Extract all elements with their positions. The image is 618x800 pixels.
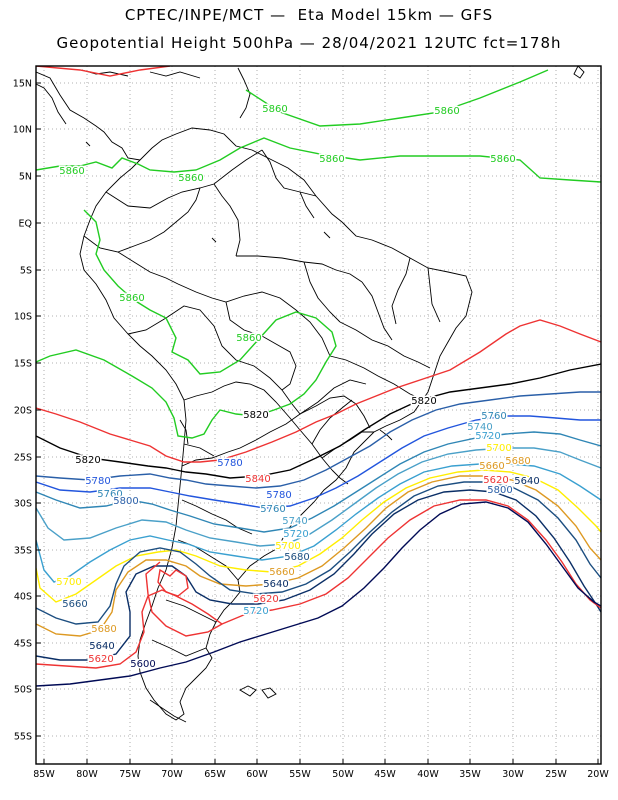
coastline-and-borders [36, 66, 585, 723]
contour-label-5820: 5820 [411, 396, 436, 407]
contour-label-5860: 5860 [490, 154, 515, 165]
lat-label: 5N [19, 172, 32, 183]
contour-5740 [36, 447, 601, 547]
contour-label-5620: 5620 [88, 654, 113, 665]
contour-5840-main [36, 319, 601, 463]
lon-label: 35W [459, 769, 481, 780]
lat-label: 25S [14, 453, 32, 464]
contour-label-5620: 5620 [253, 594, 278, 605]
lat-label: 35S [14, 546, 32, 557]
lat-label: 30S [14, 499, 32, 510]
contour-label-5700: 5700 [275, 541, 300, 552]
contour-5720 [36, 463, 601, 583]
longitude-labels: 85W 80W 75W 70W 65W 60W 55W 50W 45W 40W 35W 30W 25W 2… [33, 759, 609, 780]
contour-5760 [36, 431, 601, 533]
lon-label: 65W [204, 769, 226, 780]
map-frame [35, 65, 602, 765]
contour-label-5620: 5620 [483, 475, 508, 486]
contour-label-5680: 5660 [479, 461, 504, 472]
contour-label-5760: 5760 [481, 411, 506, 422]
lat-label: EQ [19, 219, 32, 230]
lon-label: 60W [246, 769, 268, 780]
contour-label-5820: 5820 [243, 410, 268, 421]
contour-label-5720: 5720 [243, 606, 268, 617]
lat-label: 40S [14, 592, 32, 603]
contour-5600 [36, 501, 601, 687]
contour-label-5780: 5780 [266, 490, 291, 501]
contour-label-5780: 5780 [217, 458, 242, 469]
lat-label: 5S [20, 266, 32, 277]
contour-label-5680: 5680 [505, 456, 530, 467]
lat-label: 55S [14, 732, 32, 743]
lon-label: 85W [33, 769, 55, 780]
lat-label: 15S [14, 359, 32, 370]
contour-label-5700: 5700 [56, 577, 81, 588]
contour-5820-main [36, 363, 601, 479]
contour-label-5740: 5740 [282, 516, 307, 527]
contour-labels: 5860 5860 5860 5860 5860 5860 5860 5860 5820 5820… [55, 103, 541, 672]
lon-label: 55W [289, 769, 311, 780]
contour-5700 [36, 469, 601, 603]
contour-label-5680: 5660 [269, 567, 294, 578]
contour-label-5800: 5800 [113, 496, 138, 507]
contour-5640 [36, 489, 601, 661]
contour-5660 [36, 481, 601, 625]
contour-5860-amazon [36, 209, 337, 439]
contour-label-5860: 5860 [434, 106, 459, 117]
lat-label: 20S [14, 406, 32, 417]
contour-5680 [36, 475, 601, 637]
lon-label: 80W [76, 769, 98, 780]
lon-label: 50W [332, 769, 354, 780]
contour-label-5720: 5720 [283, 529, 308, 540]
contour-label-5640: 5640 [89, 641, 114, 652]
lat-label: 10S [14, 312, 32, 323]
contour-5860-top [245, 69, 549, 127]
contour-5620 [36, 499, 601, 669]
lat-label: 50S [14, 685, 32, 696]
contour-label-5860: 5860 [178, 173, 203, 184]
contour-5840-north [36, 66, 171, 77]
contour-5800 [36, 391, 601, 489]
contour-label-5820: 5820 [75, 455, 100, 466]
lon-label: 30W [502, 769, 524, 780]
latitude-labels: 15N 10N 5N EQ 5S 10S 15S 20S 25S 30S 35S 40S 45S 50S 5… [13, 79, 41, 743]
lon-label: 40W [417, 769, 439, 780]
lon-label: 25W [545, 769, 567, 780]
map-subtitle: Geopotential Height 500hPa — 28/04/2021 … [56, 34, 562, 52]
contour-label-5860: 5860 [236, 333, 261, 344]
contour-5620-low [157, 568, 189, 597]
contour-label-5660: 5660 [62, 599, 87, 610]
contour-label-5700: 5700 [486, 443, 511, 454]
contour-label-5720: 5720 [475, 431, 500, 442]
contour-label-5680: 5680 [91, 624, 116, 635]
contour-label-5860: 5860 [262, 104, 287, 115]
contour-label-5780: 5780 [85, 476, 110, 487]
contour-label-5660: 5680 [284, 552, 309, 563]
lon-label: 20W [587, 769, 609, 780]
contour-5780 [36, 415, 601, 509]
contour-label-5840: 5840 [245, 474, 270, 485]
lat-label: 10N [13, 125, 32, 136]
contour-label-5760: 5760 [260, 504, 285, 515]
contour-label-5640: 5640 [514, 476, 539, 487]
contour-label-5800: 5800 [487, 485, 512, 496]
lat-label: 45S [14, 639, 32, 650]
lon-label: 75W [119, 769, 141, 780]
contour-label-5760: 5760 [97, 489, 122, 500]
contour-label-5640: 5640 [263, 579, 288, 590]
graticule [36, 66, 601, 764]
contour-5860-mid [36, 137, 601, 183]
lon-label: 45W [374, 769, 396, 780]
lat-label: 15N [13, 79, 32, 90]
contour-label-5600: 5600 [130, 659, 155, 670]
contour-label-5860: 5860 [59, 166, 84, 177]
contour-label-5740: 5740 [467, 422, 492, 433]
contour-label-5860: 5860 [319, 154, 344, 165]
map-title: CPTEC/INPE/MCT — Eta Model 15km — GFS [124, 6, 494, 24]
height-contours [36, 66, 601, 687]
contour-label-5860: 5860 [119, 293, 144, 304]
lon-label: 70W [161, 769, 183, 780]
